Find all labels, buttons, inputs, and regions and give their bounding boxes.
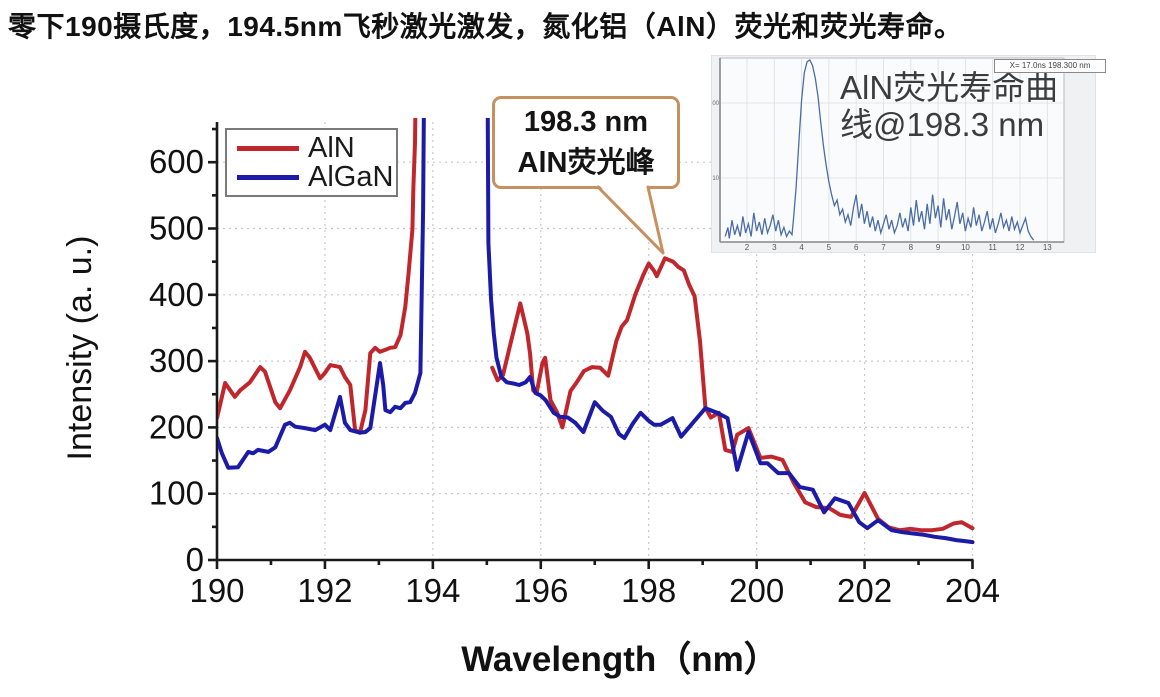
svg-text:204: 204: [945, 572, 1000, 609]
svg-text:196: 196: [513, 572, 568, 609]
svg-text:200: 200: [729, 572, 784, 609]
legend-item-algan: AlGaN: [237, 163, 393, 192]
svg-text:400: 400: [149, 276, 204, 313]
y-tick-labels: 0 100 200 300 400 500 600: [149, 143, 204, 578]
inset-title-line2: 线@198.3 nm: [840, 105, 1045, 143]
svg-text:5: 5: [827, 243, 832, 252]
peak-callout-line2: AlN荧光峰: [517, 147, 655, 180]
legend-swatch-algan: [237, 175, 299, 180]
svg-text:11: 11: [989, 243, 998, 252]
svg-text:202: 202: [837, 572, 892, 609]
svg-text:9: 9: [936, 243, 941, 252]
svg-text:100: 100: [149, 475, 204, 512]
algan-series: [218, 118, 975, 545]
inset-x-tick-labels: 2 3 4 5 6 7 8 9 10 11 12 13: [745, 243, 1053, 252]
x-tick-labels: 190 192 194 196 198 200 202 204: [189, 572, 1000, 609]
x-axis-title: Wavelength（nm）: [461, 640, 779, 679]
svg-text:8: 8: [909, 243, 914, 252]
svg-text:198: 198: [621, 572, 676, 609]
legend-item-aln: AlN: [237, 134, 386, 163]
legend-swatch-aln: [237, 146, 299, 151]
svg-text:6: 6: [854, 243, 859, 252]
legend-label-algan: AlGaN: [308, 161, 394, 193]
svg-text:13: 13: [1043, 243, 1052, 252]
svg-text:3: 3: [772, 243, 777, 252]
svg-text:600: 600: [149, 143, 204, 180]
inset-y-tick-labels: 100 10: [709, 101, 720, 182]
lifetime-inset-chart: 2 3 4 5 6 7 8 9 10 11 12 13 100 10: [709, 57, 1065, 252]
page-title: 零下190摄氏度，194.5nm飞秒激光激发，氮化铝（AlN）荧光和荧光寿命。: [8, 11, 963, 42]
svg-text:190: 190: [189, 572, 244, 609]
svg-text:192: 192: [297, 572, 352, 609]
svg-text:4: 4: [799, 243, 804, 252]
y-axis-title: Intensity (a. u.): [61, 235, 99, 461]
svg-text:100: 100: [712, 101, 720, 107]
svg-text:7: 7: [881, 243, 886, 252]
aln-series: [218, 118, 975, 533]
axes: [208, 122, 974, 569]
legend-label-aln: AlN: [308, 132, 355, 164]
svg-text:194: 194: [405, 572, 460, 609]
svg-text:2: 2: [745, 243, 750, 252]
peak-callout: 198.3 nm AlN荧光峰: [492, 96, 680, 189]
svg-text:10: 10: [712, 176, 719, 182]
lifetime-inset-panel: 2 3 4 5 6 7 8 9 10 11 12 13 100 10 AlN荧光寿命曲 线@198.3 n…: [709, 56, 1106, 252]
svg-text:200: 200: [149, 408, 204, 445]
inset-lifetime-trace: [724, 59, 1035, 241]
legend: AlN AlGaN: [225, 128, 398, 197]
svg-text:300: 300: [149, 342, 204, 379]
svg-text:0: 0: [186, 541, 204, 578]
inset-title: AlN荧光寿命曲 线@198.3 nm: [840, 69, 1092, 144]
peak-callout-line1: 198.3 nm: [523, 106, 649, 138]
svg-text:500: 500: [149, 210, 204, 247]
inset-title-line1: AlN荧光寿命曲: [840, 69, 1059, 106]
inset-gridlines: [721, 59, 1063, 241]
svg-text:12: 12: [1016, 243, 1025, 252]
inset-wavelength-readout[interactable]: X= 17.0ns 198.300 nm: [994, 59, 1106, 73]
svg-text:10: 10: [961, 243, 970, 252]
